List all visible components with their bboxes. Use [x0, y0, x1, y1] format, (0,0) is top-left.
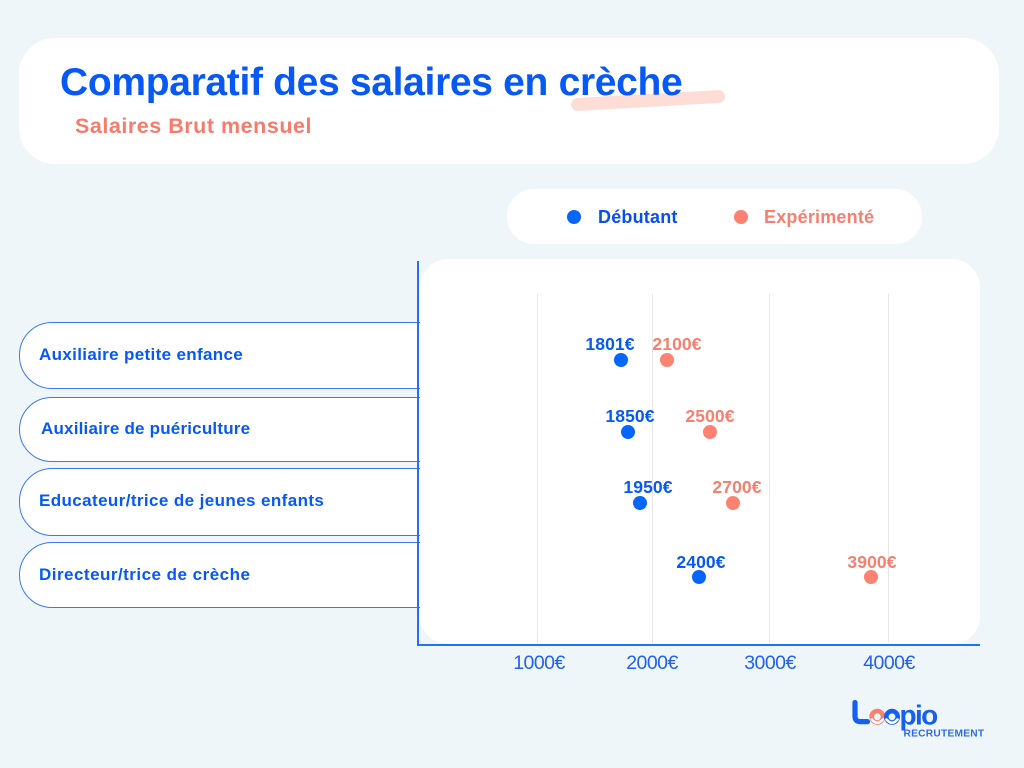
svg-text:pio: pio: [900, 699, 939, 730]
svg-text:RECRUTEMENT: RECRUTEMENT: [904, 729, 985, 740]
